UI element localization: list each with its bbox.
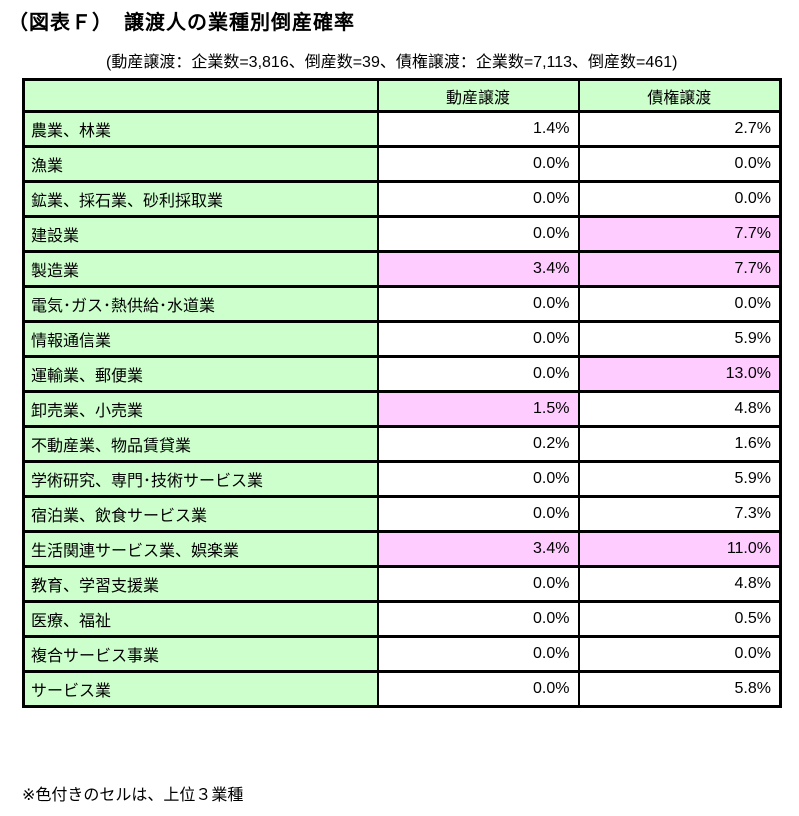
chattel-value-cell: 0.0% xyxy=(376,320,580,358)
industry-cell: 卸売業、小売業 xyxy=(22,390,379,428)
industry-cell: 運輸業、郵便業 xyxy=(22,355,379,393)
receivable-value-cell: 13.0% xyxy=(577,355,782,393)
chattel-value-cell: 1.4% xyxy=(376,110,580,148)
chattel-value-cell: 3.4% xyxy=(376,530,580,568)
industry-cell: 鉱業、採石業、砂利採取業 xyxy=(22,180,379,218)
receivable-value-cell: 7.7% xyxy=(577,215,782,253)
receivable-value-cell: 2.7% xyxy=(577,110,782,148)
table-row: 電気･ガス･熱供給･水道業 0.0% 0.0% xyxy=(22,285,782,323)
chattel-value-cell: 0.0% xyxy=(376,565,580,603)
chattel-value-cell: 0.0% xyxy=(376,285,580,323)
table-row: 建設業 0.0% 7.7% xyxy=(22,215,782,253)
table-row: 学術研究、専門･技術サービス業 0.0% 5.9% xyxy=(22,460,782,498)
header-receivable-transfer: 債権譲渡 xyxy=(577,78,782,113)
receivable-value-cell: 0.0% xyxy=(577,180,782,218)
industry-cell: 医療、福祉 xyxy=(22,600,379,638)
table-row: 情報通信業 0.0% 5.9% xyxy=(22,320,782,358)
receivable-value-cell: 11.0% xyxy=(577,530,782,568)
industry-cell: サービス業 xyxy=(22,670,379,708)
receivable-value-cell: 5.8% xyxy=(577,670,782,708)
industry-cell: 農業、林業 xyxy=(22,110,379,148)
industry-cell: 建設業 xyxy=(22,215,379,253)
industry-cell: 不動産業、物品賃貸業 xyxy=(22,425,379,463)
table-row: 医療、福祉 0.0% 0.5% xyxy=(22,600,782,638)
table-body: 農業、林業 1.4% 2.7% 漁業 0.0% 0.0% 鉱業、採石業、砂利採取業 0.0% 0… xyxy=(22,110,782,708)
header-row: 動産譲渡 債権譲渡 xyxy=(22,78,782,113)
chattel-value-cell: 0.0% xyxy=(376,355,580,393)
table-row: 製造業 3.4% 7.7% xyxy=(22,250,782,288)
chattel-value-cell: 0.0% xyxy=(376,670,580,708)
chattel-value-cell: 0.0% xyxy=(376,600,580,638)
industry-cell: 情報通信業 xyxy=(22,320,379,358)
chattel-value-cell: 0.0% xyxy=(376,460,580,498)
table-row: 宿泊業、飲食サービス業 0.0% 7.3% xyxy=(22,495,782,533)
chattel-value-cell: 0.0% xyxy=(376,495,580,533)
industry-cell: 学術研究、専門･技術サービス業 xyxy=(22,460,379,498)
industry-cell: 生活関連サービス業、娯楽業 xyxy=(22,530,379,568)
table-row: 教育、学習支援業 0.0% 4.8% xyxy=(22,565,782,603)
chattel-value-cell: 0.0% xyxy=(376,635,580,673)
receivable-value-cell: 5.9% xyxy=(577,320,782,358)
table-row: 農業、林業 1.4% 2.7% xyxy=(22,110,782,148)
receivable-value-cell: 7.7% xyxy=(577,250,782,288)
receivable-value-cell: 0.0% xyxy=(577,285,782,323)
receivable-value-cell: 4.8% xyxy=(577,565,782,603)
chattel-value-cell: 1.5% xyxy=(376,390,580,428)
chattel-value-cell: 0.0% xyxy=(376,215,580,253)
receivable-value-cell: 0.0% xyxy=(577,635,782,673)
industry-cell: 教育、学習支援業 xyxy=(22,565,379,603)
footnote: ※色付きのセルは、上位３業種 xyxy=(22,787,244,804)
chattel-value-cell: 0.0% xyxy=(376,180,580,218)
figure-title: （図表Ｆ） 譲渡人の業種別倒産確率 xyxy=(8,12,355,34)
table-row: 鉱業、採石業、砂利採取業 0.0% 0.0% xyxy=(22,180,782,218)
header-industry-blank xyxy=(22,78,379,113)
industry-cell: 宿泊業、飲食サービス業 xyxy=(22,495,379,533)
chattel-value-cell: 0.2% xyxy=(376,425,580,463)
table-row: 不動産業、物品賃貸業 0.2% 1.6% xyxy=(22,425,782,463)
table-row: 複合サービス事業 0.0% 0.0% xyxy=(22,635,782,673)
industry-cell: 製造業 xyxy=(22,250,379,288)
header-chattel-transfer: 動産譲渡 xyxy=(376,78,580,113)
receivable-value-cell: 1.6% xyxy=(577,425,782,463)
table-row: 生活関連サービス業、娯楽業 3.4% 11.0% xyxy=(22,530,782,568)
receivable-value-cell: 7.3% xyxy=(577,495,782,533)
chattel-value-cell: 3.4% xyxy=(376,250,580,288)
industry-bankruptcy-table: 動産譲渡 債権譲渡 農業、林業 1.4% 2.7% 漁業 0.0% 0.0% 鉱業、採石業、… xyxy=(22,78,782,708)
figure-subtitle: (動産譲渡：企業数=3,816、倒産数=39、債権譲渡：企業数=7,113、倒産… xyxy=(106,54,678,71)
table-row: 卸売業、小売業 1.5% 4.8% xyxy=(22,390,782,428)
receivable-value-cell: 5.9% xyxy=(577,460,782,498)
receivable-value-cell: 4.8% xyxy=(577,390,782,428)
table-row: 運輸業、郵便業 0.0% 13.0% xyxy=(22,355,782,393)
chattel-value-cell: 0.0% xyxy=(376,145,580,183)
industry-cell: 漁業 xyxy=(22,145,379,183)
receivable-value-cell: 0.0% xyxy=(577,145,782,183)
industry-cell: 複合サービス事業 xyxy=(22,635,379,673)
table-row: サービス業 0.0% 5.8% xyxy=(22,670,782,708)
table-row: 漁業 0.0% 0.0% xyxy=(22,145,782,183)
receivable-value-cell: 0.5% xyxy=(577,600,782,638)
industry-cell: 電気･ガス･熱供給･水道業 xyxy=(22,285,379,323)
